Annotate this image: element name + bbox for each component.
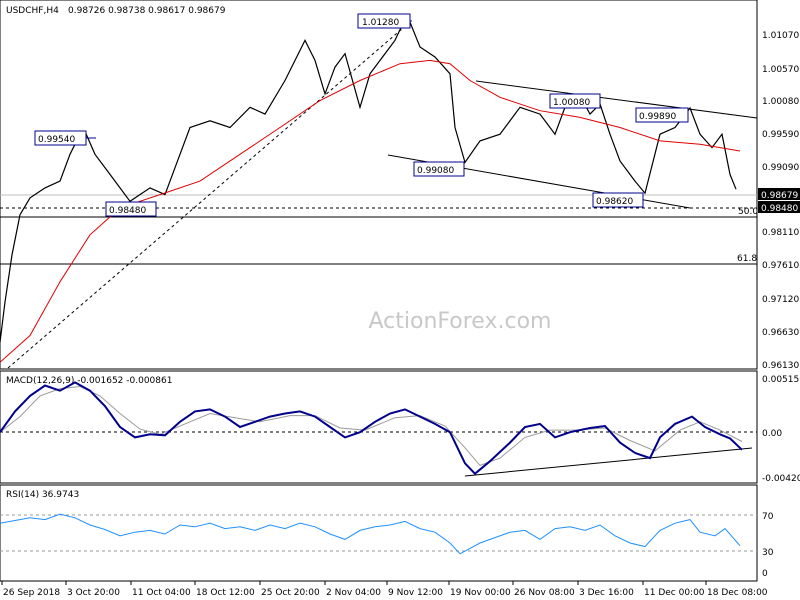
time-label: 18 Dec 08:00 [707,588,768,598]
price-tick: 0.96630 [762,328,799,338]
annotation-1-0008: 1.00080 [549,93,601,109]
current-price-tag-bg [758,188,800,200]
annotation-0-9989-box [635,107,689,123]
time-label: 3 Dec 16:00 [579,588,634,598]
annotation-1-0008-box [549,93,601,109]
price-tick: 1.01070 [762,31,799,41]
time-label: 9 Nov 12:00 [388,588,443,598]
rsi-tick-0: 0 [762,569,768,579]
macd-signal-series [0,385,743,466]
annotation-0-9862-text: 0.98620 [596,197,633,207]
price-series [0,13,737,343]
annotation-0-9848-text: 0.98480 [109,206,146,216]
time-label: 18 Oct 12:00 [196,588,255,598]
time-label: 19 Nov 00:00 [450,588,511,598]
annotation-0-9954: 0.99540 [34,130,96,146]
price-tick: 0.99090 [762,163,799,173]
price-tick: 1.00080 [762,97,799,107]
annotation-1-0128: 1.01280 [357,13,412,29]
time-label: 2 Nov 04:00 [326,588,381,598]
fib-50-label: 50.0 [738,207,758,217]
time-label: 11 Dec 00:00 [644,588,705,598]
annotation-0-9908-text: 0.99080 [417,166,454,176]
price-tick: 0.96130 [762,361,799,371]
fib-61-8-label: 61.8 [737,254,757,264]
time-label: 11 Oct 04:00 [132,588,191,598]
time-label: 26 Nov 08:00 [514,588,575,598]
annotation-0-9954-text: 0.99540 [38,135,75,145]
rsi-title: RSI(14) 36.9743 [6,490,79,500]
time-label: 25 Oct 20:00 [261,588,320,598]
price-tick: 0.97120 [762,295,799,305]
price-tick: 0.97610 [762,261,799,271]
level-price-tag-bg [758,201,800,213]
moving-average-series [0,59,741,363]
channel-upper-line [475,80,758,119]
annotation-0-9908-box [413,161,465,177]
annotation-1-0008-text: 1.00080 [553,98,590,108]
current-price-value: 0.98679 [761,191,798,201]
macd-tick-top: 0.005156 [762,375,800,385]
current-price-tag: 0.98679 [758,188,800,201]
annotation-0-9989: 0.99890 [635,107,689,123]
macd-series [0,381,743,476]
macd-tick-zero: 0.00 [762,429,782,439]
price-tick: 0.98110 [762,228,799,238]
rsi-tick-30: 30 [762,548,774,558]
time-axis: 26 Sep 2018 3 Oct 20:00 11 Oct 04:00 18 Oct… [1,581,768,598]
annotation-0-9848-box [105,201,157,217]
level-price-tag: 0.98480 [758,201,800,214]
price-tick: 0.99590 [762,130,799,140]
level-price-value: 0.98480 [761,204,798,214]
ohlc-readout: 0.98726 0.98738 0.98617 0.98679 [68,6,226,16]
annotation-0-9989-text: 0.99890 [639,112,676,122]
macd-title: MACD(12,26,9) -0.001652 -0.000861 [6,376,172,386]
rsi-panel-frame [0,484,758,582]
annotation-0-9862: 0.98620 [592,192,644,208]
annotation-1-0128-text: 1.01280 [362,18,399,28]
time-label: 3 Oct 20:00 [67,588,120,598]
rsi-series [0,513,741,555]
macd-trendline [464,447,753,477]
price-tick: 1.00570 [762,65,799,75]
rsi-tick-70: 70 [762,512,774,522]
time-label: 26 Sep 2018 [3,588,60,598]
symbol-timeframe: USDCHF,H4 [6,6,59,16]
rising-trendline [7,21,411,369]
annotation-0-9862-box [592,192,644,208]
price-axis: 1.01070 1.00570 1.00080 0.99590 0.99090 … [758,31,800,371]
annotation-0-9908: 0.99080 [413,161,465,177]
annotation-0-9848: 0.98480 [105,201,157,217]
macd-panel-frame [0,370,758,484]
watermark: ActionForex.com [369,309,552,334]
macd-tick-bottom: -0.004205 [762,474,800,484]
